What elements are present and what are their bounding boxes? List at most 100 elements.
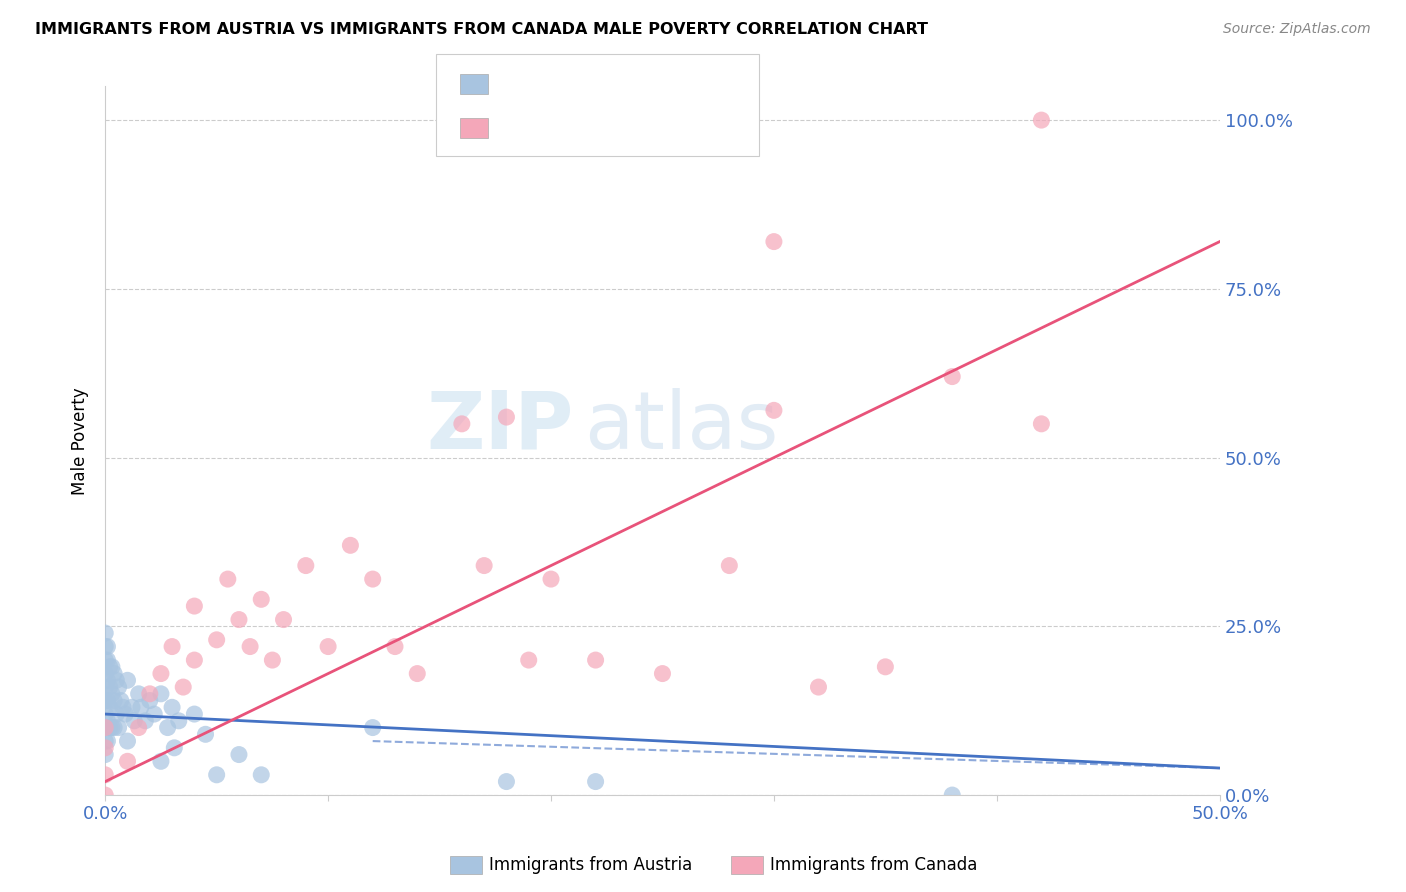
Text: 38: 38 <box>643 120 665 137</box>
Point <box>94 747 117 762</box>
Point <box>128 687 150 701</box>
Point <box>103 666 125 681</box>
Point <box>250 768 273 782</box>
Point <box>495 774 517 789</box>
Point <box>339 538 361 552</box>
Point <box>718 558 741 573</box>
Point <box>228 613 250 627</box>
Text: N =: N = <box>605 75 644 93</box>
Point <box>160 640 183 654</box>
Point <box>94 768 117 782</box>
Point <box>651 666 673 681</box>
Point <box>183 599 205 613</box>
Point <box>495 410 517 425</box>
Point <box>149 687 172 701</box>
Point <box>98 700 121 714</box>
Text: 57: 57 <box>643 75 665 93</box>
Point <box>94 626 117 640</box>
Point <box>94 693 117 707</box>
Point <box>94 707 117 722</box>
Point <box>941 788 963 802</box>
Point <box>96 653 118 667</box>
Text: N =: N = <box>605 120 644 137</box>
Point <box>160 700 183 714</box>
Point <box>239 640 262 654</box>
Point <box>183 707 205 722</box>
Text: atlas: atlas <box>585 387 779 466</box>
Point <box>107 721 129 735</box>
Point <box>128 721 150 735</box>
Point <box>105 673 128 688</box>
Point <box>117 734 139 748</box>
Text: R =: R = <box>499 75 538 93</box>
Point <box>406 666 429 681</box>
Point <box>250 592 273 607</box>
Point <box>94 721 117 735</box>
Point <box>384 640 406 654</box>
Point <box>540 572 562 586</box>
Point <box>98 721 121 735</box>
Point <box>101 687 124 701</box>
Point <box>149 754 172 768</box>
Point <box>316 640 339 654</box>
Point <box>361 721 384 735</box>
Point <box>103 693 125 707</box>
Point <box>96 714 118 728</box>
Point <box>112 700 135 714</box>
Text: R =: R = <box>499 120 538 137</box>
Point <box>450 417 472 431</box>
Point <box>110 693 132 707</box>
Point <box>94 640 117 654</box>
Point <box>585 653 607 667</box>
Point <box>875 660 897 674</box>
Point <box>205 632 228 647</box>
Text: Immigrants from Canada: Immigrants from Canada <box>770 856 977 874</box>
Point <box>585 774 607 789</box>
Point <box>262 653 284 667</box>
Point <box>1031 417 1053 431</box>
Point <box>149 666 172 681</box>
Point <box>94 721 117 735</box>
Point <box>205 768 228 782</box>
Point <box>156 721 179 735</box>
Point <box>94 734 117 748</box>
Point <box>163 740 186 755</box>
Text: IMMIGRANTS FROM AUSTRIA VS IMMIGRANTS FROM CANADA MALE POVERTY CORRELATION CHART: IMMIGRANTS FROM AUSTRIA VS IMMIGRANTS FR… <box>35 22 928 37</box>
Point <box>295 558 318 573</box>
Point <box>105 707 128 722</box>
Y-axis label: Male Poverty: Male Poverty <box>72 387 89 494</box>
Point <box>96 673 118 688</box>
Point <box>167 714 190 728</box>
Text: 0.653: 0.653 <box>538 120 591 137</box>
Point <box>107 680 129 694</box>
Point <box>96 640 118 654</box>
Point <box>98 660 121 674</box>
Point <box>143 707 166 722</box>
Point <box>172 680 194 694</box>
Point <box>94 666 117 681</box>
Point <box>101 660 124 674</box>
Point <box>762 235 785 249</box>
Point <box>94 740 117 755</box>
Point <box>472 558 495 573</box>
Text: Source: ZipAtlas.com: Source: ZipAtlas.com <box>1223 22 1371 37</box>
Text: Immigrants from Austria: Immigrants from Austria <box>489 856 693 874</box>
Point <box>101 721 124 735</box>
Point <box>122 714 145 728</box>
Point <box>361 572 384 586</box>
Point <box>114 707 136 722</box>
Point <box>139 693 162 707</box>
Point <box>139 687 162 701</box>
Point <box>103 721 125 735</box>
Point <box>228 747 250 762</box>
Point <box>217 572 239 586</box>
Point <box>117 754 139 768</box>
Point <box>96 693 118 707</box>
Point <box>94 788 117 802</box>
Point <box>96 734 118 748</box>
Point <box>273 613 295 627</box>
Point <box>98 680 121 694</box>
Point <box>117 673 139 688</box>
Text: ZIP: ZIP <box>426 387 574 466</box>
Point <box>94 653 117 667</box>
